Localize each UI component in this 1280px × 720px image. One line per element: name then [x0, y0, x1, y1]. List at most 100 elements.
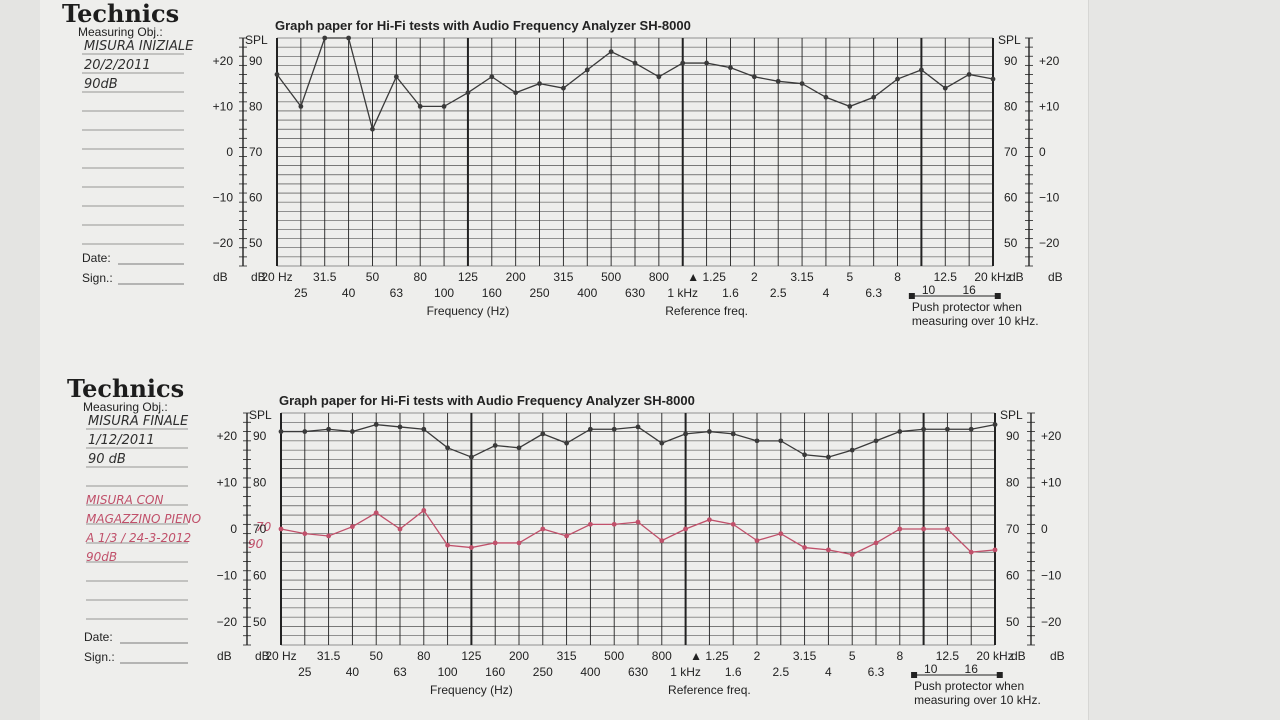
chart-title: Graph paper for Hi-Fi tests with Audio F…	[275, 18, 691, 33]
data-point	[421, 426, 427, 432]
x-tick-label: 1.6	[725, 665, 742, 679]
data-point	[393, 74, 399, 80]
handwritten-red-note: MISURA CON	[86, 493, 163, 507]
handwritten-note: 20/2/2011	[84, 58, 151, 73]
data-point	[778, 438, 784, 444]
data-point	[707, 517, 712, 523]
x-tick-label: 630	[628, 665, 648, 679]
y-tick-label-spl: 90	[1006, 429, 1020, 443]
x-tick-label: 125	[458, 270, 478, 284]
protector-note: Push protector when	[912, 300, 1022, 314]
data-point	[826, 454, 831, 460]
data-point	[322, 35, 328, 41]
y-tick-label-spl: 70	[253, 522, 267, 536]
data-point	[707, 429, 712, 434]
data-point	[921, 526, 926, 532]
margin-mark: 70	[256, 520, 272, 534]
data-point	[683, 526, 688, 532]
data-point	[968, 426, 974, 432]
y-tick-label-db: +10	[213, 99, 234, 113]
x-tick-label: 1 kHz	[667, 286, 698, 300]
y-axis-label-spl: SPL	[1000, 408, 1023, 422]
y-tick-label-spl: 70	[249, 145, 263, 159]
y-axis-label-spl: SPL	[249, 408, 272, 422]
x-tick-label: 25	[294, 286, 308, 300]
chart-title: Graph paper for Hi-Fi tests with Audio F…	[279, 393, 695, 408]
x-tick-label: 200	[506, 270, 526, 284]
y-tick-label-db: +20	[213, 54, 234, 68]
x-tick-label: 315	[557, 649, 577, 663]
data-point	[302, 531, 308, 537]
data-point	[942, 85, 948, 91]
data-point	[469, 454, 474, 460]
data-point	[945, 426, 950, 432]
y-tick-label-spl: 80	[253, 476, 267, 490]
data-point	[635, 424, 641, 430]
x-tick-label: 315	[553, 270, 573, 284]
y-tick-label-db: +10	[1039, 99, 1060, 113]
y-tick-label-db: 0	[230, 522, 237, 536]
data-point	[730, 521, 736, 527]
y-unit-db-right: dB	[1048, 270, 1063, 284]
data-point	[278, 526, 284, 532]
data-point	[611, 521, 617, 527]
y-tick-label-spl: 80	[1004, 99, 1018, 113]
y-tick-label-db: +20	[1041, 429, 1062, 443]
data-point	[754, 538, 760, 543]
x-tick-label: 40	[346, 665, 360, 679]
brand-logo: Technics	[67, 374, 184, 403]
data-point	[992, 422, 998, 427]
x-tick-label: 12.5	[936, 649, 960, 663]
y-tick-label-db: −10	[213, 191, 234, 205]
y-tick-label-spl: 90	[249, 54, 263, 68]
protector-scale-mark	[908, 293, 915, 299]
x-tick-label: 160	[482, 286, 502, 300]
y-tick-label-db: +10	[217, 476, 238, 490]
data-point	[608, 49, 614, 55]
data-point	[897, 429, 903, 434]
x-tick-label: 200	[509, 649, 529, 663]
x-tick-label: 2	[754, 649, 761, 663]
handwritten-note: 1/12/2011	[88, 433, 155, 448]
data-point	[588, 521, 593, 527]
y-tick-label-spl: 90	[1004, 54, 1018, 68]
data-point	[802, 452, 807, 458]
data-point	[516, 540, 522, 546]
x-tick-label: 25	[298, 665, 312, 679]
data-point	[897, 526, 903, 532]
y-unit-db-right: dB	[1011, 649, 1026, 663]
y-tick-label-spl: 50	[249, 236, 263, 250]
sign-label: Sign.:	[84, 650, 115, 664]
data-point	[656, 74, 662, 80]
y-tick-label-spl: 60	[1004, 191, 1018, 205]
x-tick-label: 630	[625, 286, 645, 300]
y-unit-db-left: dB	[251, 270, 266, 284]
data-point	[540, 431, 546, 437]
data-point	[823, 94, 829, 100]
data-point	[778, 531, 784, 537]
x-tick-label: 50	[366, 270, 380, 284]
data-point	[298, 104, 304, 109]
data-point	[990, 76, 996, 82]
handwritten-note: 90dB	[84, 77, 118, 92]
data-point	[278, 429, 284, 434]
protector-note: measuring over 10 kHz.	[912, 314, 1039, 328]
data-point	[537, 81, 542, 86]
data-point	[513, 90, 519, 96]
data-point	[728, 65, 733, 71]
data-point	[350, 429, 355, 434]
protector-scale-label: 16	[965, 662, 979, 676]
data-point	[966, 72, 972, 77]
x-tick-label: ▲ 1.25	[690, 649, 729, 663]
data-point	[373, 422, 379, 427]
protector-scale-mark	[911, 672, 918, 678]
data-point	[588, 426, 593, 432]
handwritten-red-note: A 1/3 / 24-3-2012	[85, 531, 191, 545]
x-tick-label: 1.6	[722, 286, 739, 300]
data-point	[302, 429, 308, 434]
x-tick-label: 5	[846, 270, 853, 284]
data-point	[561, 85, 566, 91]
x-tick-label: 50	[370, 649, 384, 663]
y-tick-label-spl: 70	[1006, 522, 1020, 536]
x-tick-label: 20 Hz	[261, 270, 292, 284]
